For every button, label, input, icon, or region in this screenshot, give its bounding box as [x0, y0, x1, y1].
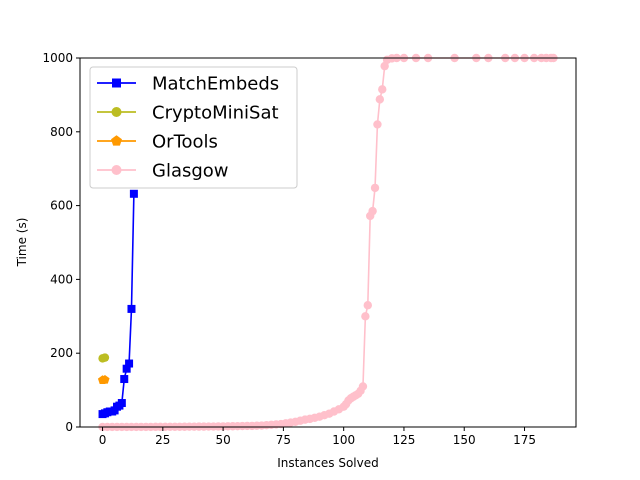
y-axis-label: Time (s) [15, 218, 29, 268]
data-point-glasgow [375, 95, 385, 104]
data-point-glasgow [378, 85, 387, 94]
legend-marker-matchembeds [112, 78, 121, 88]
legend-box [89, 66, 298, 189]
y-axis-ticks: 0 200 400 600 800 1000 [42, 51, 80, 434]
legend: MatchEmbeds CryptoMiniSat OrTools Glasgow [89, 66, 298, 189]
data-point-matchembeds [120, 375, 129, 384]
data-point-matchembeds [125, 359, 134, 368]
legend-label-ortools: OrTools [152, 132, 218, 153]
axes-frame [79, 57, 577, 428]
axes-border [79, 57, 577, 428]
series-ortools [97, 374, 110, 385]
legend-entry-cryptominisat: CryptoMiniSat [97, 103, 279, 124]
data-point-matchembeds [127, 304, 136, 313]
x-tick-label: 0 [99, 433, 107, 447]
data-point-glasgow [373, 120, 382, 129]
data-point-glasgow [361, 312, 370, 321]
data-point-glasgow [363, 301, 372, 310]
x-tick-label: 175 [513, 433, 536, 447]
legend-entry-matchembeds: MatchEmbeds [97, 74, 279, 95]
y-tick-label: 800 [50, 125, 73, 139]
x-tick-label: 25 [155, 433, 170, 447]
data-point-glasgow [370, 183, 380, 193]
data-point-ortools [100, 374, 110, 384]
x-axis-ticks: 0 25 50 75 100 125 150 175 [99, 427, 536, 447]
legend-label-glasgow: Glasgow [152, 161, 229, 182]
x-tick-label: 75 [276, 433, 291, 447]
series-matchembeds [98, 189, 138, 419]
data-point-glasgow [368, 206, 377, 216]
legend-marker-ortools [111, 135, 122, 146]
x-tick-label: 125 [393, 433, 416, 447]
x-tick-label: 150 [453, 433, 476, 447]
legend-label-matchembeds: MatchEmbeds [152, 74, 279, 95]
series-cryptominisat [98, 353, 110, 363]
y-tick-label: 0 [65, 420, 73, 434]
y-tick-label: 600 [50, 199, 73, 213]
data-point-matchembeds [117, 399, 126, 408]
y-tick-label: 1000 [42, 51, 73, 65]
legend-marker-cryptominisat [111, 107, 122, 117]
legend-entry-ortools: OrTools [97, 132, 218, 153]
data-point-glasgow [358, 382, 368, 391]
x-tick-label: 100 [332, 433, 355, 447]
data-point-cryptominisat [100, 353, 110, 362]
legend-marker-glasgow [111, 165, 122, 175]
y-tick-label: 200 [50, 346, 73, 360]
x-axis-label: Instances Solved [277, 456, 379, 470]
y-tick-label: 400 [50, 272, 73, 286]
legend-label-cryptominisat: CryptoMiniSat [152, 103, 279, 124]
data-point-matchembeds [122, 364, 131, 373]
x-tick-label: 50 [215, 433, 230, 447]
legend-entry-glasgow: Glasgow [97, 161, 229, 182]
data-point-matchembeds [129, 189, 138, 198]
